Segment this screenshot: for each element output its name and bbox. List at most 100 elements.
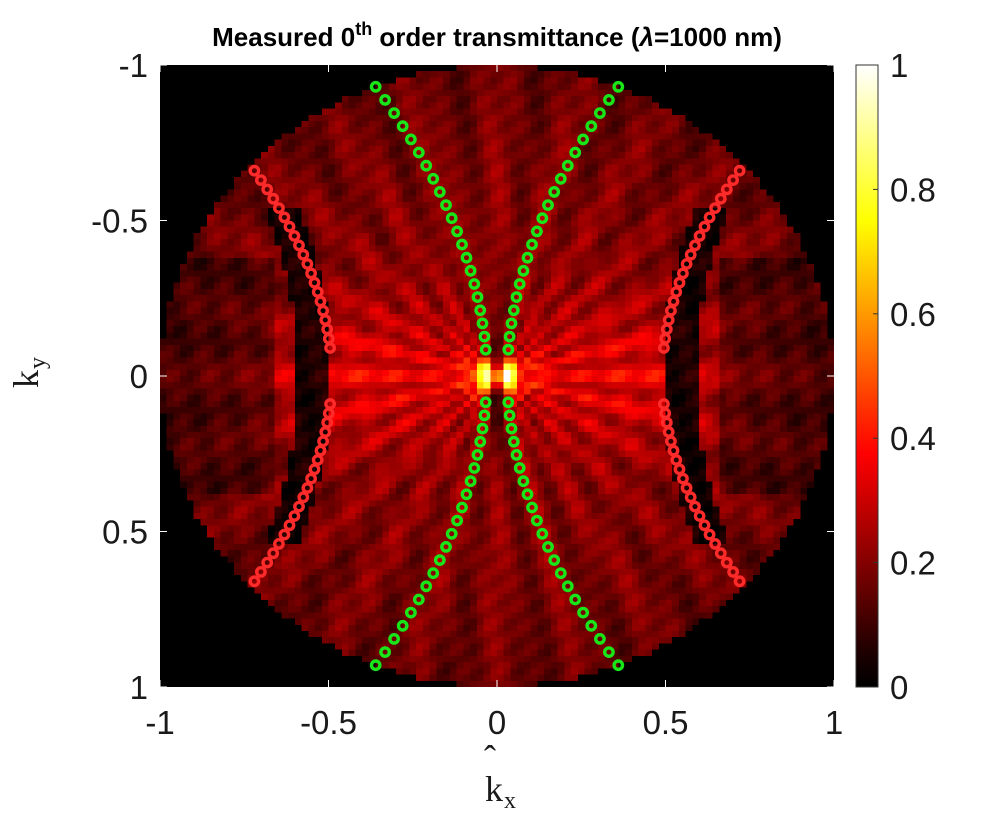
marker-point: [684, 491, 697, 504]
marker-point: [677, 472, 689, 485]
marker-point: [254, 566, 267, 578]
marker-point: [420, 580, 433, 593]
marker-point: [474, 435, 487, 448]
marker-point: [301, 258, 314, 270]
marker-point: [594, 633, 606, 645]
marker-point: [569, 593, 582, 606]
marker-point: [507, 304, 520, 317]
marker-point: [684, 248, 697, 261]
marker-point: [297, 248, 310, 261]
marker-point: [693, 510, 706, 522]
plot-area: [160, 65, 834, 687]
marker-point: [703, 528, 716, 541]
marker-point: [526, 238, 538, 251]
marker-point: [517, 475, 530, 488]
marker-point: [526, 501, 538, 514]
marker-point: [468, 462, 481, 474]
marker-point: [404, 133, 417, 146]
marker-point: [396, 619, 409, 632]
marker-point: [272, 538, 285, 550]
marker-point: [293, 500, 305, 513]
marker-point: [714, 547, 727, 560]
marker-point: [727, 566, 739, 578]
marker-point: [427, 567, 440, 580]
colorbar: 0 0.2 0.4 0.6 0.8 1: [855, 47, 936, 706]
marker-point: [440, 541, 452, 553]
marker-point: [471, 448, 484, 461]
marker-point: [603, 646, 615, 658]
marker-point: [693, 230, 706, 242]
marker-point: [720, 556, 733, 569]
marker-point: [510, 291, 523, 303]
marker-point: [412, 593, 425, 606]
marker-point: [278, 211, 291, 224]
marker-point: [548, 554, 561, 566]
marker-point: [542, 541, 554, 553]
marker-point: [594, 107, 606, 120]
marker-point: [577, 133, 589, 146]
marker-point: [673, 463, 686, 476]
marker-point: [314, 444, 327, 457]
marker-point: [503, 330, 516, 343]
marker-point: [388, 107, 400, 120]
y-axis-label-base: k: [6, 370, 46, 388]
marker-point: [311, 454, 324, 466]
marker-point: [261, 183, 274, 196]
x-axis-label-hat: ˆ: [484, 738, 496, 778]
marker-point: [433, 554, 446, 566]
marker-point: [254, 174, 267, 187]
marker-point: [677, 267, 689, 280]
marker-point: [689, 500, 701, 513]
marker-point: [536, 212, 549, 225]
marker-point: [369, 659, 382, 672]
marker-point: [478, 409, 491, 422]
marker-point: [283, 519, 296, 532]
marker-point: [261, 556, 274, 569]
y-tick-label: 0: [130, 358, 148, 395]
marker-point: [585, 619, 598, 632]
marker-point: [267, 192, 280, 205]
marker-point: [554, 567, 567, 580]
heatmap-image: [160, 65, 834, 687]
marker-point: [267, 547, 280, 560]
colorbar-tick-label: 0.8: [890, 171, 936, 208]
x-axis-label-sub: x: [504, 788, 516, 814]
marker-point: [709, 538, 721, 550]
marker-point: [521, 251, 534, 264]
marker-point: [667, 444, 680, 457]
marker-point: [478, 330, 491, 343]
marker-point: [698, 519, 711, 532]
marker-point: [451, 514, 463, 527]
marker-point: [517, 264, 530, 277]
marker-point: [658, 342, 670, 354]
marker-point: [536, 527, 549, 540]
marker-point: [505, 317, 518, 330]
x-axis-label-base: k: [485, 769, 503, 809]
marker-point: [308, 463, 321, 476]
marker-point: [288, 230, 301, 242]
marker-point: [503, 409, 516, 422]
marker-point: [585, 120, 598, 133]
marker-point: [248, 164, 261, 177]
marker-point: [720, 183, 733, 196]
marker-point: [468, 278, 481, 290]
x-axis-ticks: -1 -0.5 0 0.5 1: [145, 65, 843, 741]
marker-point: [293, 239, 305, 252]
marker-point: [297, 491, 310, 504]
marker-point: [510, 448, 523, 461]
marker-point: [476, 317, 489, 330]
marker-point: [513, 278, 526, 290]
colorbar-tick-label: 0: [890, 669, 908, 706]
y-axis-label-sub: y: [25, 357, 51, 369]
marker-point: [612, 80, 625, 93]
marker-point: [479, 343, 492, 356]
marker-point: [479, 396, 492, 409]
colorbar-tick-label: 0.6: [890, 296, 936, 333]
marker-point: [548, 185, 561, 198]
marker-point: [569, 146, 582, 159]
marker-point: [474, 304, 487, 317]
marker-point: [561, 159, 574, 172]
marker-point: [369, 80, 382, 93]
marker-point: [733, 164, 746, 177]
marker-point: [521, 488, 534, 501]
